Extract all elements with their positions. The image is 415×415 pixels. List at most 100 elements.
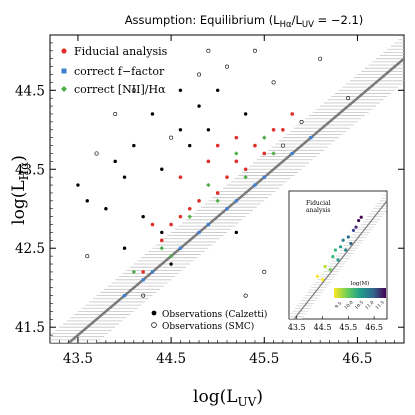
obs-smc-point [113,111,118,116]
obs-calzetti-point [160,230,164,235]
fiducial-point [197,199,201,203]
x-tick-label: 45.5 [249,351,279,367]
obs-calzetti-point [85,199,89,203]
obs-calzetti-point [178,128,183,132]
obs-calzetti-point [122,175,127,179]
ffactor-point [309,136,313,140]
inset-point [331,255,335,259]
inset-point [357,218,361,223]
y-tick-label: 44.5 [15,83,45,99]
legend-label-ffactor: correct f−factor [74,65,165,78]
y-tick-label: 42.5 [15,241,45,257]
legend-marker-ffactor [61,68,67,74]
ffactor-point [150,270,155,274]
y-ticks: 41.5 42.5 43.5 44.5 [15,42,404,336]
ffactor-point [206,222,210,227]
obs-smc-point [197,72,202,77]
legend-label-nii: correct [NII]/Hα [74,83,166,96]
obs-smc-point [262,269,267,274]
fiducial-point [178,175,183,179]
obs-calzetti-point [132,143,136,148]
inset-point [338,245,343,249]
ffactor-point [234,199,238,203]
inset-x-tick-label: 44.5 [314,323,332,332]
inset-point [346,235,350,239]
fiducial-point [159,238,164,243]
obs-smc-point [94,151,99,156]
obs-smc-point [85,254,90,259]
inset-data-points [315,215,363,282]
x-ticks: 43.5 44.5 45.5 46.5 [59,35,395,367]
ffactor-point [290,151,294,156]
fiducial-point [178,214,183,219]
nii-point [271,151,276,156]
colorbar-label: log(M) [351,280,370,287]
ffactor-point [262,175,266,179]
obs-calzetti-point [76,183,80,187]
fiducial-point [169,222,173,227]
nii-point [159,246,164,251]
inset-title-line2: analysis [306,207,330,214]
legend-marker-calzetti [151,310,157,316]
fiducial-point [225,175,229,179]
legend-label-fiducial: Fiducial analysis [74,45,168,58]
obs-smc-point [169,135,174,140]
y-axis-label: log(LHα) [9,155,31,225]
ffactor-point [225,207,229,211]
colorbar-tick-label: 11.0 [364,300,375,311]
fiducial-point [215,143,220,148]
fiducial-point [234,135,239,140]
obs-calzetti-point [197,104,201,108]
inset-x-ticks: 43.5 44.5 45.5 46.5 [288,316,383,332]
y-tick-label: 41.5 [15,320,45,336]
nii-point [243,174,248,180]
inset-x-tick-label: 45.5 [339,323,357,332]
obs-calzetti-point [206,128,211,132]
obs-calzetti-point [188,143,192,148]
chart-title: Assumption: Equilibrium (LHα/LUV = −2.1) [125,13,364,30]
fiducial-point [141,270,145,274]
obs-calzetti-point [234,230,239,235]
fiducial-point [206,159,211,164]
legend-label-calzetti: Observations (Calzetti) [162,309,267,320]
obs-calzetti-point [178,88,183,92]
colorbar-tick-label: 10.5 [354,300,365,311]
colorbar [334,288,386,298]
inset-panel: Fiducial analysis 43.5 44.5 45.5 46.5 log(M… [288,190,388,332]
inset-relation-line [293,200,387,319]
colorbar-ticks: 9.5 10.0 10.5 11.0 11.5 [334,300,386,311]
obs-calzetti-point [150,112,155,116]
obs-smc-point [299,119,304,124]
colorbar-tick-label: 11.5 [374,300,385,311]
inset-point [336,258,340,262]
fiducial-point [281,127,285,132]
obs-smc-point [243,293,248,298]
obs-smc-point [280,143,285,148]
fiducial-point [215,191,220,195]
x-tick-label: 43.5 [63,351,93,367]
legend-label-smc: Observations (SMC) [162,321,254,332]
inset-point [328,268,332,272]
inset-frame [288,190,388,320]
obs-calzetti-point [141,214,145,219]
inset-point [351,228,356,232]
nii-point [234,151,239,156]
legend-marker-nii [61,86,67,92]
obs-calzetti-point [215,88,220,92]
ffactor-point [122,294,127,298]
inset-point [320,278,325,282]
obs-smc-point [346,96,351,101]
obs-smc-point [318,56,323,61]
inset-point [344,248,348,252]
obs-smc-point [141,293,146,298]
obs-calzetti-point [113,159,117,164]
obs-calzetti-point [243,112,248,116]
ffactor-point [253,183,257,187]
fiducial-point [150,222,155,227]
obs-smc-point [131,88,136,93]
fiducial-point [187,206,192,211]
inset-x-tick-label: 46.5 [365,323,383,332]
colorbar-tick-label: 10.0 [343,300,354,311]
colorbar-tick-label: 9.5 [334,301,343,310]
x-tick-label: 44.5 [156,351,186,367]
